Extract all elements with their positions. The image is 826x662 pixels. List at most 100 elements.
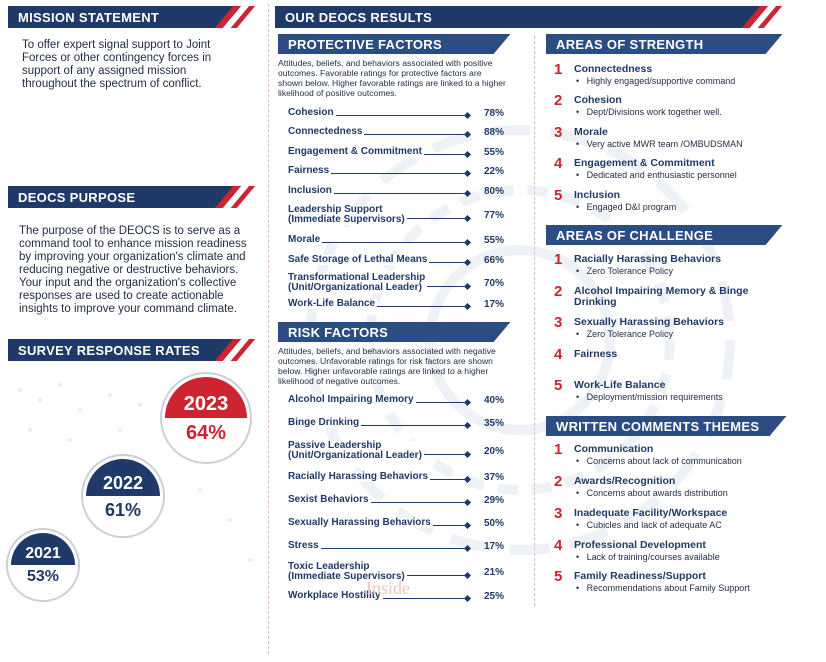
leader-dot: [463, 282, 472, 291]
purpose-banner: DEOCS PURPOSE: [8, 186, 260, 208]
leader-dot: [463, 498, 472, 507]
factor-label: Engagement & Commitment: [288, 147, 424, 157]
rank-title: Inclusion: [574, 189, 621, 201]
factor-value: 35%: [483, 418, 504, 429]
rank-detail: • Very active MWR team /OMBUDSMAN: [576, 139, 743, 149]
factor-value: 17%: [483, 299, 504, 310]
factor-row: Connectedness 88%: [288, 127, 504, 139]
rank-detail: • Dedicated and enthusiastic personnel: [576, 170, 737, 180]
rate-year: 2022: [102, 473, 144, 493]
factor-value: 66%: [483, 255, 504, 266]
comments-title: WRITTEN COMMENTS THEMES: [556, 418, 760, 434]
rank-detail: • Engaged D&I program: [576, 202, 677, 212]
rank-title: Alcohol Impairing Memory & Binge Drinking: [574, 285, 749, 308]
leader-dot: [463, 238, 472, 247]
rate-year: 2021: [25, 545, 61, 562]
rank-number: 1: [554, 441, 563, 458]
factor-label-line2: (Unit/Organizational Leader): [288, 282, 422, 293]
purpose-text: The purpose of the DEOCS is to serve as …: [19, 225, 247, 315]
factor-label: Fairness: [288, 166, 332, 176]
factor-label-line1: Passive Leadership: [288, 440, 382, 451]
factor-label-line1: Stress: [288, 540, 319, 551]
watermark-text: Inside: [366, 578, 410, 598]
rank-detail: • Lack of training/courses available: [576, 552, 720, 562]
rank-title: Engagement & Commitment: [574, 157, 715, 169]
rank-detail: • Recommendations about Family Support: [576, 583, 750, 593]
rate-value: 61%: [104, 500, 142, 520]
factor-value: 21%: [483, 567, 504, 578]
factor-value: 40%: [483, 395, 504, 406]
factor-label-line1: Safe Storage of Lethal Means: [288, 254, 428, 265]
leader-dot: [463, 189, 472, 198]
leader-line: [298, 425, 470, 426]
factor-row: Alcohol Impairing Memory 40%: [288, 395, 504, 407]
rate-value: 64%: [185, 422, 227, 444]
factor-value: 55%: [483, 235, 504, 246]
leader-dot: [463, 214, 472, 223]
rank-number: 2: [554, 92, 563, 109]
factor-label-line1: Connectedness: [288, 126, 363, 137]
leader-line: [298, 134, 470, 135]
rank-detail: • Zero Tolerance Policy: [576, 329, 674, 339]
factor-value: 37%: [483, 472, 504, 483]
factor-label: Toxic Leadership (Immediate Supervisors): [288, 562, 407, 582]
rank-number: 4: [554, 346, 563, 363]
factor-label-line1: Toxic Leadership: [288, 561, 370, 572]
factor-value: 55%: [483, 147, 504, 158]
rank-number: 5: [554, 187, 563, 204]
rank-number: 2: [554, 283, 563, 300]
rank-detail: • Highly engaged/supportive command: [576, 76, 736, 86]
factor-label: Cohesion: [288, 108, 336, 118]
leader-dot: [463, 302, 472, 311]
factor-label: Sexually Harassing Behaviors: [288, 518, 433, 528]
factor-row: Sexist Behaviors 29%: [288, 495, 504, 507]
factor-label: Safe Storage of Lethal Means: [288, 254, 430, 265]
protective-banner: PROTECTIVE FACTORS: [278, 34, 514, 54]
leader-dot: [463, 169, 472, 178]
leader-dot: [463, 475, 472, 484]
rate-circle-2022: 2022 61%: [83, 456, 163, 536]
factor-label-line1: Leadership Support: [288, 204, 383, 215]
mission-text: To offer expert signal support to Joint …: [22, 39, 212, 90]
leader-line: [298, 502, 470, 503]
rank-detail: • Deployment/mission requirements: [576, 392, 723, 402]
factor-label-line1: Alcohol Impairing Memory: [288, 394, 414, 405]
leader-dot: [463, 421, 472, 430]
risk-title: RISK FACTORS: [288, 324, 389, 340]
rate-value: 53%: [26, 568, 60, 585]
factor-label: Connectedness: [288, 126, 365, 137]
rank-number: 3: [554, 314, 563, 331]
factor-label-line1: Sexually Harassing Behaviors: [288, 517, 431, 528]
rank-number: 4: [554, 537, 563, 554]
strength-title: AREAS OF STRENGTH: [556, 36, 704, 52]
factor-row: Racially Harassing Behaviors 37%: [288, 472, 504, 484]
strength-banner: AREAS OF STRENGTH: [546, 34, 786, 54]
factor-row: Sexually Harassing Behaviors 50%: [288, 518, 504, 530]
rank-number: 2: [554, 473, 563, 490]
rank-detail: • Concerns about awards distribution: [576, 488, 728, 498]
rank-title: Morale: [574, 126, 608, 138]
rank-title: Fairness: [574, 348, 618, 360]
factor-label: Leadership Support (Immediate Supervisors…: [288, 205, 407, 225]
factor-value: 78%: [483, 108, 504, 119]
factor-label-line1: Binge Drinking: [288, 417, 360, 428]
factor-row: Inclusion 80%: [288, 186, 504, 198]
factor-label-line2: (Immediate Supervisors): [288, 571, 405, 582]
leader-line: [298, 598, 470, 599]
leader-dot: [463, 450, 472, 459]
factor-value: 20%: [483, 446, 504, 457]
rank-number: 1: [554, 251, 563, 268]
factor-label-line1: Work-Life Balance: [288, 298, 376, 309]
background-dots: [18, 383, 252, 562]
rank-detail: • Concerns about lack of communication: [576, 456, 742, 466]
rank-number: 5: [554, 568, 563, 585]
rank-title: Work-Life Balance: [574, 379, 666, 391]
factor-label-line2: (Immediate Supervisors): [288, 214, 405, 225]
factor-value: 25%: [483, 591, 504, 602]
factor-label: Morale: [288, 235, 323, 245]
factor-value: 50%: [483, 518, 504, 529]
rank-title: Inadequate Facility/Workspace: [574, 507, 728, 519]
rank-number: 3: [554, 124, 563, 141]
leader-line: [298, 306, 470, 307]
factor-label-line1: Inclusion: [288, 185, 332, 196]
